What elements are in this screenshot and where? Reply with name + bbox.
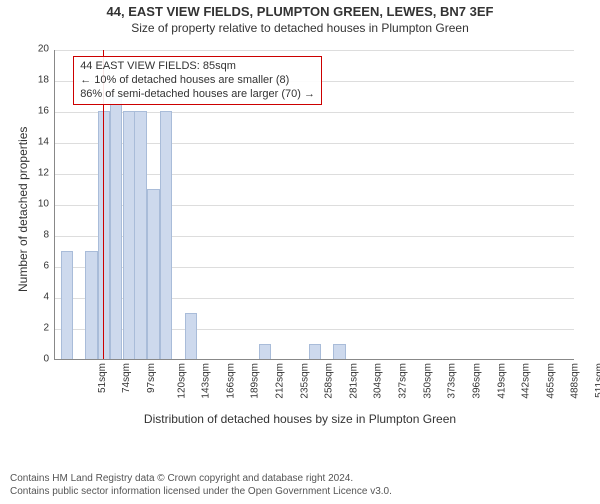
- x-tick: 511sqm: [594, 363, 600, 398]
- x-tick: 465sqm: [545, 363, 556, 399]
- callout-line-1: 44 EAST VIEW FIELDS: 85sqm: [80, 60, 315, 74]
- title-main: 44, EAST VIEW FIELDS, PLUMPTON GREEN, LE…: [0, 4, 600, 19]
- y-tick: 18: [38, 75, 55, 86]
- x-tick: 189sqm: [250, 363, 261, 399]
- histogram-bar: [98, 111, 110, 359]
- histogram-bar: [259, 344, 271, 360]
- footer-line-2: Contains public sector information licen…: [10, 485, 590, 498]
- x-tick: 396sqm: [471, 363, 482, 399]
- footer-attribution: Contains HM Land Registry data © Crown c…: [10, 472, 590, 498]
- gridline: [55, 50, 574, 51]
- y-tick: 14: [38, 137, 55, 148]
- histogram-bar: [110, 96, 122, 360]
- x-tick: 281sqm: [348, 363, 359, 399]
- x-tick: 419sqm: [496, 363, 507, 399]
- y-tick: 8: [43, 230, 55, 241]
- histogram-bar: [85, 251, 97, 360]
- y-tick: 12: [38, 168, 55, 179]
- y-tick: 4: [43, 292, 55, 303]
- x-axis-label: Distribution of detached houses by size …: [0, 412, 600, 426]
- histogram-bar: [147, 189, 159, 360]
- x-tick: 143sqm: [201, 363, 212, 399]
- callout-line-2: ← 10% of detached houses are smaller (8): [80, 74, 315, 88]
- x-tick: 350sqm: [422, 363, 433, 399]
- histogram-bar: [123, 111, 135, 359]
- x-tick: 442sqm: [521, 363, 532, 399]
- x-tick: 235sqm: [299, 363, 310, 399]
- footer-line-1: Contains HM Land Registry data © Crown c…: [10, 472, 590, 485]
- callout-box: 44 EAST VIEW FIELDS: 85sqm← 10% of detac…: [73, 56, 322, 105]
- y-tick: 20: [38, 44, 55, 55]
- x-tick: 373sqm: [447, 363, 458, 399]
- y-tick: 2: [43, 323, 55, 334]
- x-tick: 488sqm: [570, 363, 581, 399]
- callout-line-3: 86% of semi-detached houses are larger (…: [80, 88, 315, 102]
- histogram-bar: [134, 111, 146, 359]
- histogram-bar: [309, 344, 321, 360]
- y-tick: 10: [38, 199, 55, 210]
- x-tick: 327sqm: [398, 363, 409, 399]
- x-tick: 166sqm: [225, 363, 236, 399]
- y-tick: 16: [38, 106, 55, 117]
- histogram-bar: [333, 344, 345, 360]
- histogram-bar: [61, 251, 73, 360]
- histogram-plot: 0246810121416182051sqm74sqm97sqm120sqm14…: [54, 50, 574, 360]
- x-tick: 258sqm: [324, 363, 335, 399]
- y-axis-label: Number of detached properties: [16, 126, 30, 291]
- x-tick: 212sqm: [275, 363, 286, 399]
- x-tick: 120sqm: [176, 363, 187, 399]
- histogram-bar: [185, 313, 197, 360]
- x-tick: 74sqm: [121, 363, 132, 393]
- title-sub: Size of property relative to detached ho…: [0, 21, 600, 35]
- x-tick: 97sqm: [146, 363, 157, 393]
- y-tick: 6: [43, 261, 55, 272]
- y-tick: 0: [43, 354, 55, 365]
- x-tick: 304sqm: [373, 363, 384, 399]
- histogram-bar: [160, 111, 172, 359]
- x-tick: 51sqm: [97, 363, 108, 393]
